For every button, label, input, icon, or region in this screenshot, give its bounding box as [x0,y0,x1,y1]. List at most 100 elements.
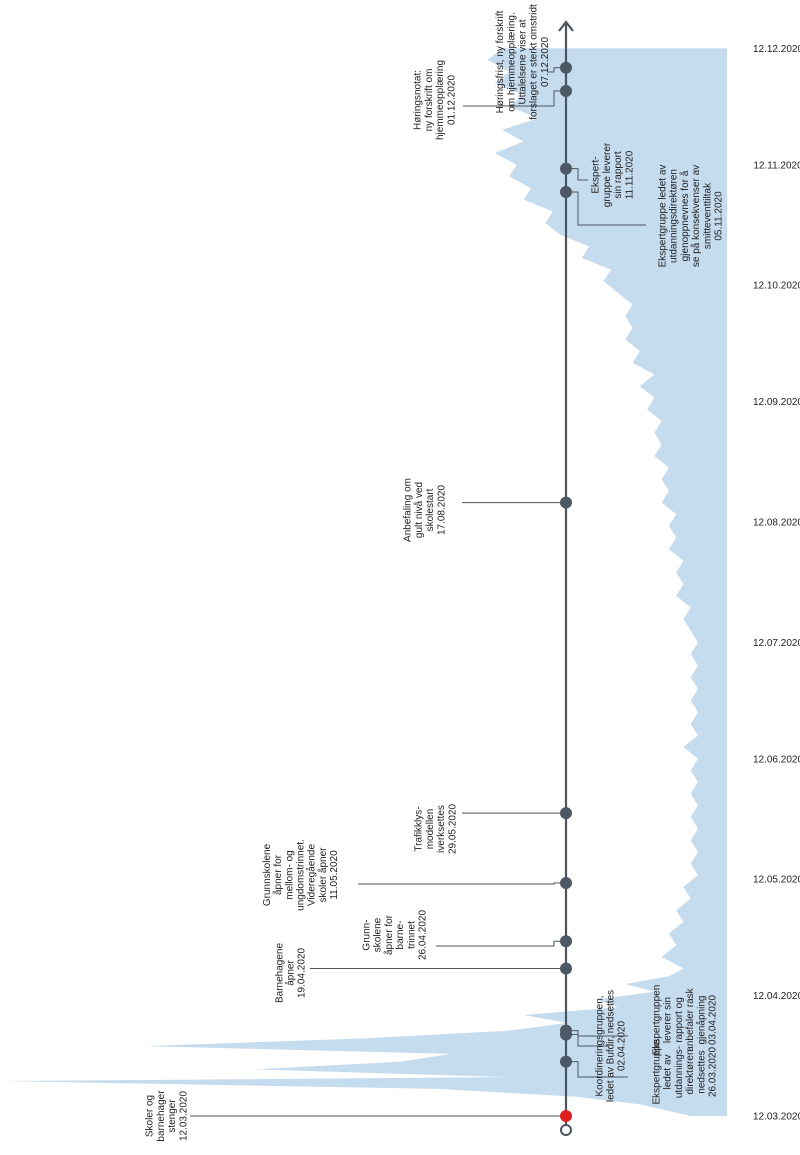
event-label-line: 01.12.2020 [446,75,457,125]
event-label-line: nedsettes [696,1050,707,1093]
event-marker [560,935,572,948]
event-marker [560,185,572,198]
event-label-line: iverksettes [436,805,447,853]
timeline-events: Skoler og barnehager stenger 12.03.2020Eksp… [145,4,725,1142]
timeline-event: Grunnskolene åpner for mellom- og ungdomstr… [262,839,572,911]
date-tick-label: 12.07.2020 [753,638,800,649]
event-label-line: åpner [285,960,297,986]
event-label-line: Skoler og [145,1095,156,1137]
event-label-line: anbefaler rask [685,987,696,1051]
event-label-line: sin rapport [613,151,624,198]
event-label-line: direktøren [685,1049,696,1094]
event-label-line: 17.08.2020 [436,485,447,535]
event-label-line: rapport og [674,997,685,1043]
event-marker [560,877,572,890]
event-label-line: Ekspertgruppe [652,1039,663,1104]
event-label-line: barne- [395,921,406,950]
event-label-line: Videregående [306,844,318,907]
event-label-line: Høringsnotat: [413,70,424,130]
event-label-line: 11.05.2020 [329,850,340,900]
event-label-line: modellen [425,809,436,850]
event-label-line: Uttalelsene viser at [518,19,529,104]
timeline-event: Høringsnotat: ny forskrift om hjemmeopplær… [413,60,572,140]
timeline-event: Trafikklys-modellen iverksettes 29.05.2020 [414,804,572,854]
event-label-line: åpner for [272,854,284,895]
date-tick-label: 12.04.2020 [753,991,800,1002]
timeline-event: Skoler og barnehager stenger 12.03.2020 [145,1090,572,1142]
event-label-line: ledet av [663,1054,674,1089]
timeline-origin-marker [560,1124,572,1136]
event-leader-line [358,882,566,885]
date-tick-label: 12.03.2020 [753,1112,800,1123]
timeline-event: Høringsfrist, ny forskrift om hjemmeopplæ… [495,4,572,120]
timeline-event: Barnehagene åpner 19.04.2020 [274,943,572,1003]
event-label-line: forslaget er sterkt omstridt [529,4,540,120]
timeline-event: Ekspertgruppe ledet av utdanningsdirektør… [560,165,725,268]
event-label-line: Trafikklys- [414,806,425,851]
event-marker [560,1055,572,1068]
event-label-line: 02.04.2020 [617,1021,628,1071]
event-marker [560,962,572,975]
event-label-line: 29.05.2020 [447,804,458,854]
event-label-line: stenger [167,1099,178,1133]
event-marker [560,85,572,98]
event-label-line: Høringsfrist, ny forskrift [495,10,506,113]
event-marker [560,807,572,820]
event-label-line: gjenåpning [695,996,707,1045]
event-label-line: Anbefaling om [403,478,414,542]
timeline-event: Ekspert-gruppe leverer sin rapport 11.11.2… [560,142,635,207]
date-axis-labels: 12.03.2020 12.04.2020 12.05.2020 12.06.2020… [753,44,800,1123]
event-marker [560,61,572,74]
timeline-event: Ekspertgruppen leverer sin rapport og anbef… [560,985,719,1056]
event-label-line: 26.04.2020 [418,910,429,960]
event-label-line: om hjemmeopplæring. [506,12,517,112]
event-marker [560,496,572,509]
timeline-arrow-head [558,20,574,32]
event-label-line: 07.12.2020 [540,37,551,87]
infection-area-chart [1,48,727,1116]
event-label-line: Ekspert- [591,156,602,193]
event-marker [560,162,572,175]
event-label-line: skolene [373,917,384,952]
event-label-line: utdannings- [674,1046,685,1098]
event-label-line: ny forskrift om [424,69,435,132]
event-label-line: gjenoppnevnes for å [679,170,691,261]
event-label-line: skolestart [425,488,436,531]
event-marker [560,1024,572,1037]
event-label-line: 03.04.2020 [708,995,719,1045]
date-tick-label: 12.12.2020 [753,44,800,55]
event-label-line: 05.11.2020 [714,191,725,241]
date-tick-label: 12.08.2020 [753,517,800,528]
event-label-line: Grunn- [362,919,373,950]
event-label-line: ungdomstrinnet. [296,839,307,911]
event-label-line: 12.03.2020 [178,1091,189,1141]
event-label-line: ledet av Bufdir, nedsettes [606,990,617,1102]
event-label-line: se på konsekvenser av [690,165,702,267]
event-label-line: barnehager [156,1090,167,1142]
event-label-line: Ekspertgruppen [652,985,663,1056]
event-label-line: skoler åpner [317,847,329,903]
event-label-line: 19.04.2020 [297,948,308,998]
start-event-marker [560,1110,572,1122]
event-leader-line [436,940,566,947]
date-tick-label: 12.05.2020 [753,875,800,886]
event-label-line: smitteventtiltak [702,182,713,249]
event-label-line: mellom- og [284,850,295,899]
event-label-line: Koordineringsgruppen, [594,995,605,1096]
event-label-line: trinnet [406,921,417,949]
infection-area [1,48,727,1116]
event-label-line: hjemmeopplæring [435,60,446,140]
event-label-line: leverer sin [663,997,674,1043]
timeline-event: Grunn-skolene åpner for barne-trinnet 26.04… [362,910,572,960]
timeline-event: Ekspertgruppe ledet av utdannings-direktør… [560,1039,719,1105]
timeline-event: Anbefaling om gult nivå ved skolestart 17.0… [403,478,572,542]
date-tick-label: 12.10.2020 [753,281,800,292]
event-label-line: Ekspertgruppe ledet av [658,165,669,268]
event-label-line: gult nivå ved [413,482,425,538]
date-tick-label: 12.06.2020 [753,754,800,765]
event-label-line: 11.11.2020 [624,150,635,199]
event-label-line: utdanningsdirektøren [669,169,680,263]
event-label-line: Grunnskolene [262,843,273,906]
event-label-line: åpner for [383,914,395,955]
